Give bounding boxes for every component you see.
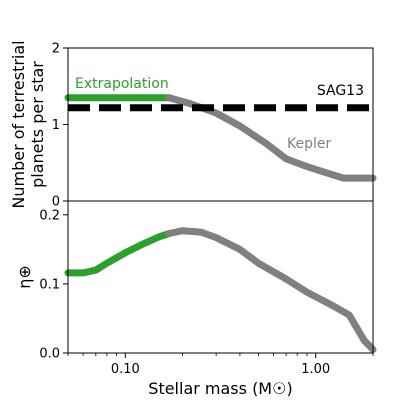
bottom-panel: 0.0 0.1 0.2 0.10 1.00 η⊕ Stellar mass (M☉) (15, 200, 377, 398)
annotation-extrapolation: Extrapolation (75, 76, 169, 92)
xtick-label: 1.00 (301, 362, 330, 377)
top-panel: 0 1 2 Number of terrestrial planets per star… (9, 40, 377, 210)
bottom-ytick-label: 0.0 (39, 347, 60, 362)
annotation-kepler: Kepler (287, 136, 331, 152)
bottom-axes-frame (67, 200, 374, 354)
bottom-ylabel: η⊕ (15, 265, 34, 289)
top-ytick-label: 1 (52, 118, 60, 133)
top-ytick-label: 2 (52, 42, 60, 57)
bottom-ytick-label: 0.1 (39, 277, 60, 292)
top-ytick-label: 0 (52, 195, 60, 210)
bottom-ytick-label: 0.2 (39, 208, 60, 223)
series-line-bottom-1 (165, 227, 377, 353)
xtick-label: 0.10 (111, 362, 140, 377)
top-ylabel-line1: Number of terrestrial (9, 40, 28, 208)
xlabel: Stellar mass (M☉) (148, 379, 292, 398)
annotation-sag13: SAG13 (317, 83, 364, 99)
top-axes-frame (67, 47, 374, 202)
top-ylabel-line2: planets per star (28, 61, 47, 188)
series-line-bottom-0 (64, 230, 173, 277)
